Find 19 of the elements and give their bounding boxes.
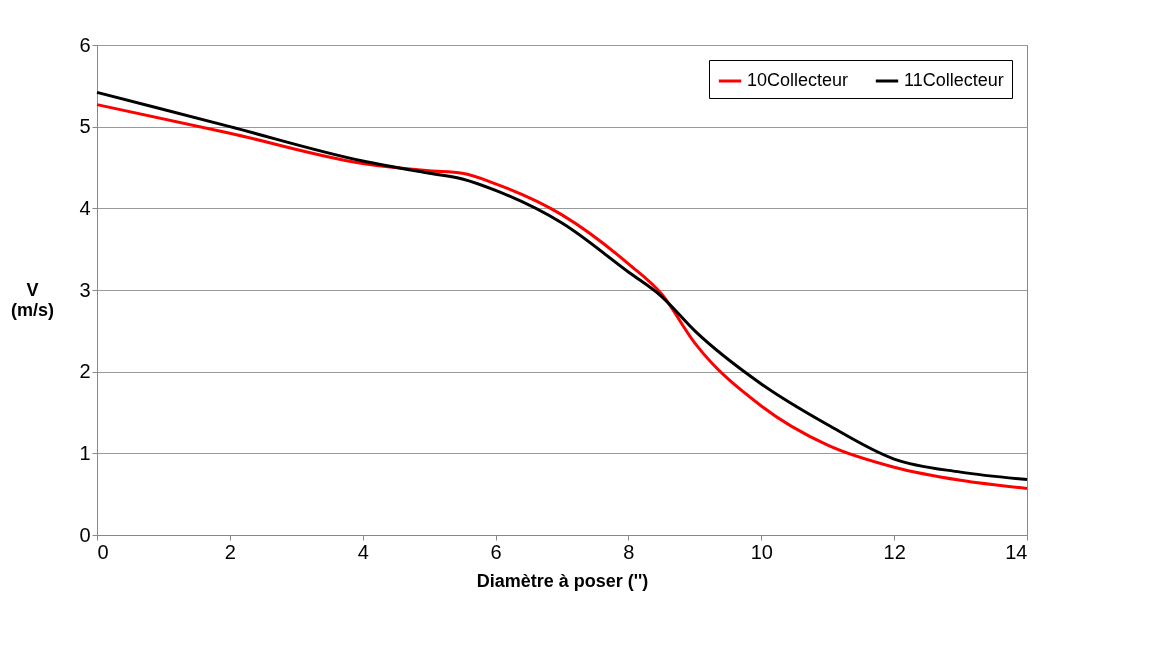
x-tick-label: 8	[623, 540, 635, 563]
x-tick-label: 2	[224, 540, 236, 563]
legend-label: 11Collecteur	[904, 70, 1004, 90]
y-tick-label: 1	[79, 441, 91, 464]
x-tick-label: 0	[97, 540, 109, 563]
y-tick-label: 6	[79, 33, 91, 56]
x-tick-label: 14	[1005, 540, 1028, 563]
y-axis-title: V (m/s)	[10, 279, 55, 320]
x-tick-label: 4	[357, 540, 369, 563]
x-tick-label: 12	[883, 540, 906, 563]
y-tick-label: 0	[79, 523, 91, 546]
y-tick-label: 2	[79, 360, 91, 383]
x-tick-label: 6	[490, 540, 502, 563]
x-axis-title: Diamètre à poser ('')	[476, 570, 649, 591]
x-tick-label: 10	[750, 540, 773, 563]
y-tick-label: 4	[79, 196, 91, 219]
y-tick-label: 3	[79, 278, 91, 301]
legend-label: 10Collecteur	[747, 70, 849, 90]
y-tick-label: 5	[79, 115, 91, 138]
